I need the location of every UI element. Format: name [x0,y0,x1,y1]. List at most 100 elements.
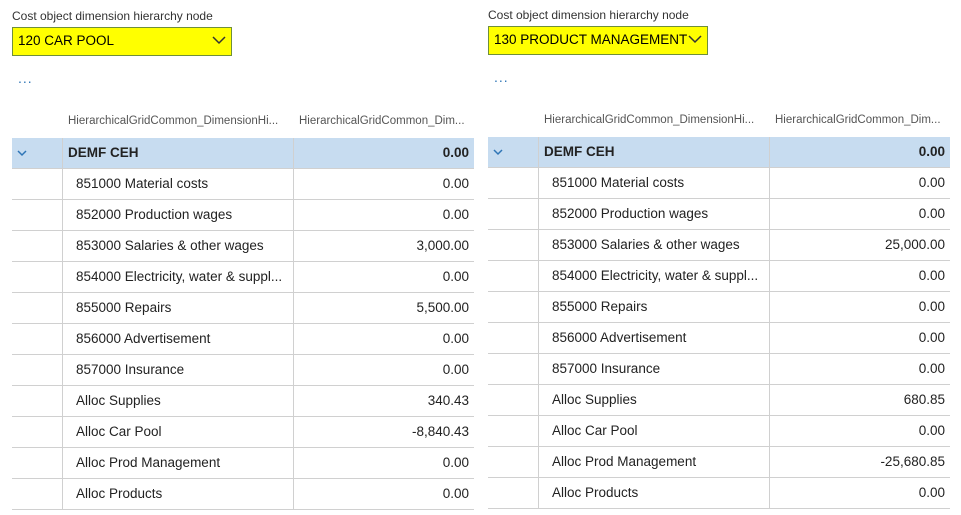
row-value: 0.00 [442,176,469,191]
row-border [12,385,474,386]
row-border [12,261,474,262]
row-value: -25,680.85 [880,454,945,469]
group-row [12,138,474,169]
row-name: 854000 Electricity, water & suppl... [76,269,283,284]
row-value: 3,000.00 [416,238,469,253]
cell-border [293,293,294,324]
cell-border [538,447,539,478]
row-value: 0.00 [918,485,945,500]
cell-border [538,385,539,416]
cell-border [538,478,539,509]
cell-border [293,138,294,169]
cell-border [769,447,770,478]
row-border [488,291,950,292]
cell-border [62,262,63,293]
row-value: 0.00 [442,455,469,470]
row-border [488,446,950,447]
row-name: 857000 Insurance [76,362,185,377]
cell-border [62,231,63,262]
cell-border [538,323,539,354]
row-name: Alloc Products [76,486,163,501]
group-value: 0.00 [442,145,469,160]
row-border [12,447,474,448]
row-value: 0.00 [442,331,469,346]
row-value: 0.00 [442,362,469,377]
row-value: 340.43 [427,393,469,408]
cell-border [769,168,770,199]
cell-border [538,199,539,230]
cell-border [538,292,539,323]
cell-border [293,231,294,262]
column-header[interactable]: HierarchicalGridCommon_DimensionHi... [68,115,279,127]
cell-border [62,200,63,231]
row-border [12,168,474,169]
cell-border [538,416,539,447]
group-value: 0.00 [918,144,945,159]
group-name: DEMF CEH [68,145,139,160]
row-value: 0.00 [442,207,469,222]
row-name: Alloc Products [552,485,639,500]
cell-border [62,386,63,417]
cell-border [769,230,770,261]
cell-border [293,417,294,448]
column-header[interactable]: HierarchicalGridCommon_DimensionHi... [544,114,755,126]
row-name: 856000 Advertisement [552,330,687,345]
row-border [12,292,474,293]
row-border [12,509,474,510]
row-border [488,508,950,509]
column-header[interactable]: HierarchicalGridCommon_Dim... [299,115,465,127]
more-button[interactable]: ... [18,70,33,86]
cell-border [769,137,770,168]
row-name: 853000 Salaries & other wages [552,237,740,252]
row-border [488,353,950,354]
row-name: 856000 Advertisement [76,331,211,346]
cell-border [769,292,770,323]
row-border [12,354,474,355]
row-value: 0.00 [918,423,945,438]
cell-border [293,479,294,510]
field-label: Cost object dimension hierarchy node [488,8,689,22]
row-name: Alloc Car Pool [552,423,638,438]
row-name: Alloc Prod Management [552,454,697,469]
row-border [12,323,474,324]
cell-border [769,416,770,447]
cell-border [293,448,294,479]
row-value: 25,000.00 [884,237,945,252]
chevron-icon [212,36,226,45]
row-border [488,384,950,385]
row-value: 0.00 [918,361,945,376]
cell-border [62,479,63,510]
row-name: 853000 Salaries & other wages [76,238,264,253]
row-border [12,199,474,200]
row-value: 0.00 [918,330,945,345]
row-value: 5,500.00 [416,300,469,315]
row-name: 852000 Production wages [552,206,709,221]
row-border [12,478,474,479]
row-border [488,415,950,416]
row-value: 0.00 [918,206,945,221]
row-value: -8,840.43 [411,424,469,439]
chevron-icon [17,150,27,157]
cell-border [293,200,294,231]
row-value: 0.00 [918,299,945,314]
cell-border [62,355,63,386]
chevron-icon [688,35,702,44]
column-header[interactable]: HierarchicalGridCommon_Dim... [775,114,941,126]
row-name: 851000 Material costs [76,176,209,191]
cell-border [293,386,294,417]
cell-border [293,324,294,355]
cell-border [538,261,539,292]
row-border [488,260,950,261]
field-label: Cost object dimension hierarchy node [12,9,213,23]
cell-border [293,169,294,200]
row-name: Alloc Car Pool [76,424,162,439]
more-button[interactable]: ... [494,69,509,85]
dropdown[interactable]: 130 PRODUCT MANAGEMENT [488,26,708,55]
row-name: 851000 Material costs [552,175,685,190]
dropdown[interactable]: 120 CAR POOL [12,27,232,56]
row-value: 0.00 [442,269,469,284]
row-name: 857000 Insurance [552,361,661,376]
cell-border [538,230,539,261]
group-name: DEMF CEH [544,144,615,159]
